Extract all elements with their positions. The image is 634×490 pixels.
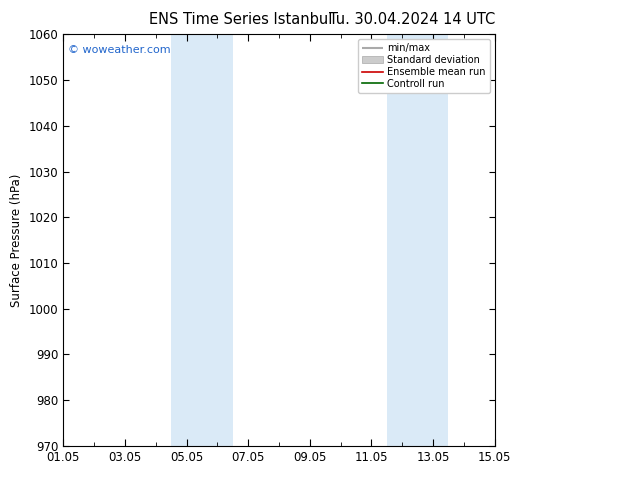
Text: © woweather.com: © woweather.com [68,45,171,54]
Bar [171,34,233,446]
Text: ENS Time Series Istanbul: ENS Time Series Istanbul [149,12,333,27]
Y-axis label: Surface Pressure (hPa): Surface Pressure (hPa) [10,173,23,307]
Bar [387,34,448,446]
Legend: min/max, Standard deviation, Ensemble mean run, Controll run: min/max, Standard deviation, Ensemble me… [358,39,489,93]
Text: Tu. 30.04.2024 14 UTC: Tu. 30.04.2024 14 UTC [329,12,495,27]
